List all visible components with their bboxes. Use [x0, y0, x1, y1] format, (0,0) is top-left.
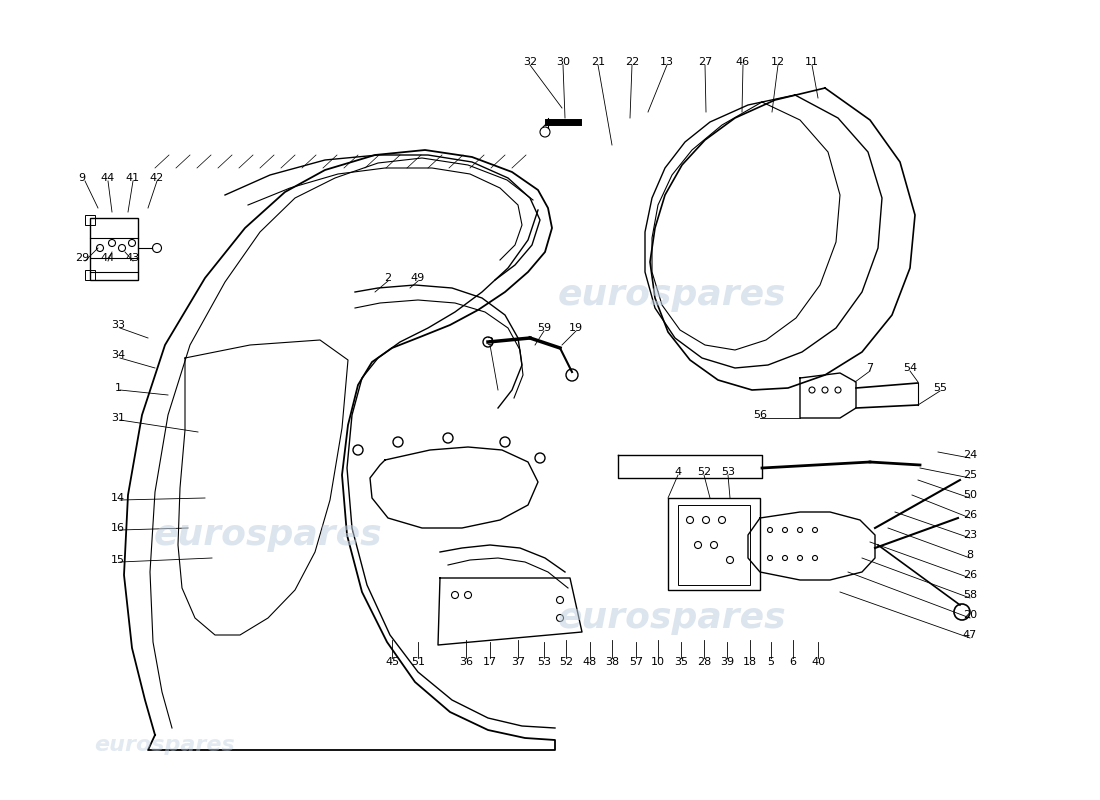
Text: 16: 16: [111, 523, 125, 533]
Text: 8: 8: [967, 550, 974, 560]
Text: 39: 39: [719, 657, 734, 667]
Text: 40: 40: [811, 657, 825, 667]
Text: 7: 7: [867, 363, 873, 373]
Text: 22: 22: [625, 57, 639, 67]
Text: 21: 21: [591, 57, 605, 67]
Text: 42: 42: [150, 173, 164, 183]
Text: eurospares: eurospares: [558, 278, 786, 312]
Text: 58: 58: [962, 590, 977, 600]
Bar: [678, 505, 750, 585]
Text: eurospares: eurospares: [95, 735, 235, 755]
Text: 25: 25: [962, 470, 977, 480]
Text: 29: 29: [75, 253, 89, 263]
Bar: [668, 498, 760, 590]
Text: 38: 38: [605, 657, 619, 667]
Text: 51: 51: [411, 657, 425, 667]
Text: 52: 52: [559, 657, 573, 667]
Text: 1: 1: [114, 383, 121, 393]
Text: 24: 24: [962, 450, 977, 460]
Text: 5: 5: [768, 657, 774, 667]
Text: 55: 55: [933, 383, 947, 393]
Text: 36: 36: [459, 657, 473, 667]
Text: 18: 18: [742, 657, 757, 667]
Text: 26: 26: [962, 570, 977, 580]
Text: 11: 11: [805, 57, 820, 67]
Text: 28: 28: [697, 657, 711, 667]
Text: 17: 17: [483, 657, 497, 667]
Text: 35: 35: [674, 657, 688, 667]
Text: 54: 54: [903, 363, 917, 373]
Bar: [85, 215, 95, 225]
Text: 57: 57: [629, 657, 644, 667]
Text: 50: 50: [962, 490, 977, 500]
Text: 13: 13: [660, 57, 674, 67]
Text: 41: 41: [125, 173, 139, 183]
Text: 45: 45: [385, 657, 399, 667]
Text: 6: 6: [790, 657, 796, 667]
Text: 44: 44: [101, 173, 116, 183]
Text: 9: 9: [78, 173, 86, 183]
Text: 37: 37: [510, 657, 525, 667]
Text: 4: 4: [674, 467, 682, 477]
Text: 27: 27: [697, 57, 712, 67]
Text: 20: 20: [962, 610, 977, 620]
Text: 2: 2: [384, 273, 392, 283]
Text: 44: 44: [101, 253, 116, 263]
Text: 19: 19: [569, 323, 583, 333]
Text: 32: 32: [522, 57, 537, 67]
Text: 56: 56: [754, 410, 767, 420]
Text: 53: 53: [537, 657, 551, 667]
Text: 10: 10: [651, 657, 666, 667]
Bar: [90, 218, 138, 280]
Text: eurospares: eurospares: [154, 518, 383, 552]
Text: 46: 46: [736, 57, 750, 67]
Text: 33: 33: [111, 320, 125, 330]
Text: 23: 23: [962, 530, 977, 540]
Text: 26: 26: [962, 510, 977, 520]
Text: 14: 14: [111, 493, 125, 503]
Text: 49: 49: [411, 273, 425, 283]
Text: 31: 31: [111, 413, 125, 423]
Text: 52: 52: [697, 467, 711, 477]
Text: 48: 48: [583, 657, 597, 667]
Text: 43: 43: [125, 253, 139, 263]
Text: 12: 12: [771, 57, 785, 67]
Text: eurospares: eurospares: [558, 601, 786, 635]
Text: 34: 34: [111, 350, 125, 360]
Text: 3: 3: [486, 337, 494, 347]
Text: 53: 53: [720, 467, 735, 477]
Text: 30: 30: [556, 57, 570, 67]
Text: 47: 47: [962, 630, 977, 640]
Text: 15: 15: [111, 555, 125, 565]
Bar: [85, 270, 95, 280]
Text: 59: 59: [537, 323, 551, 333]
